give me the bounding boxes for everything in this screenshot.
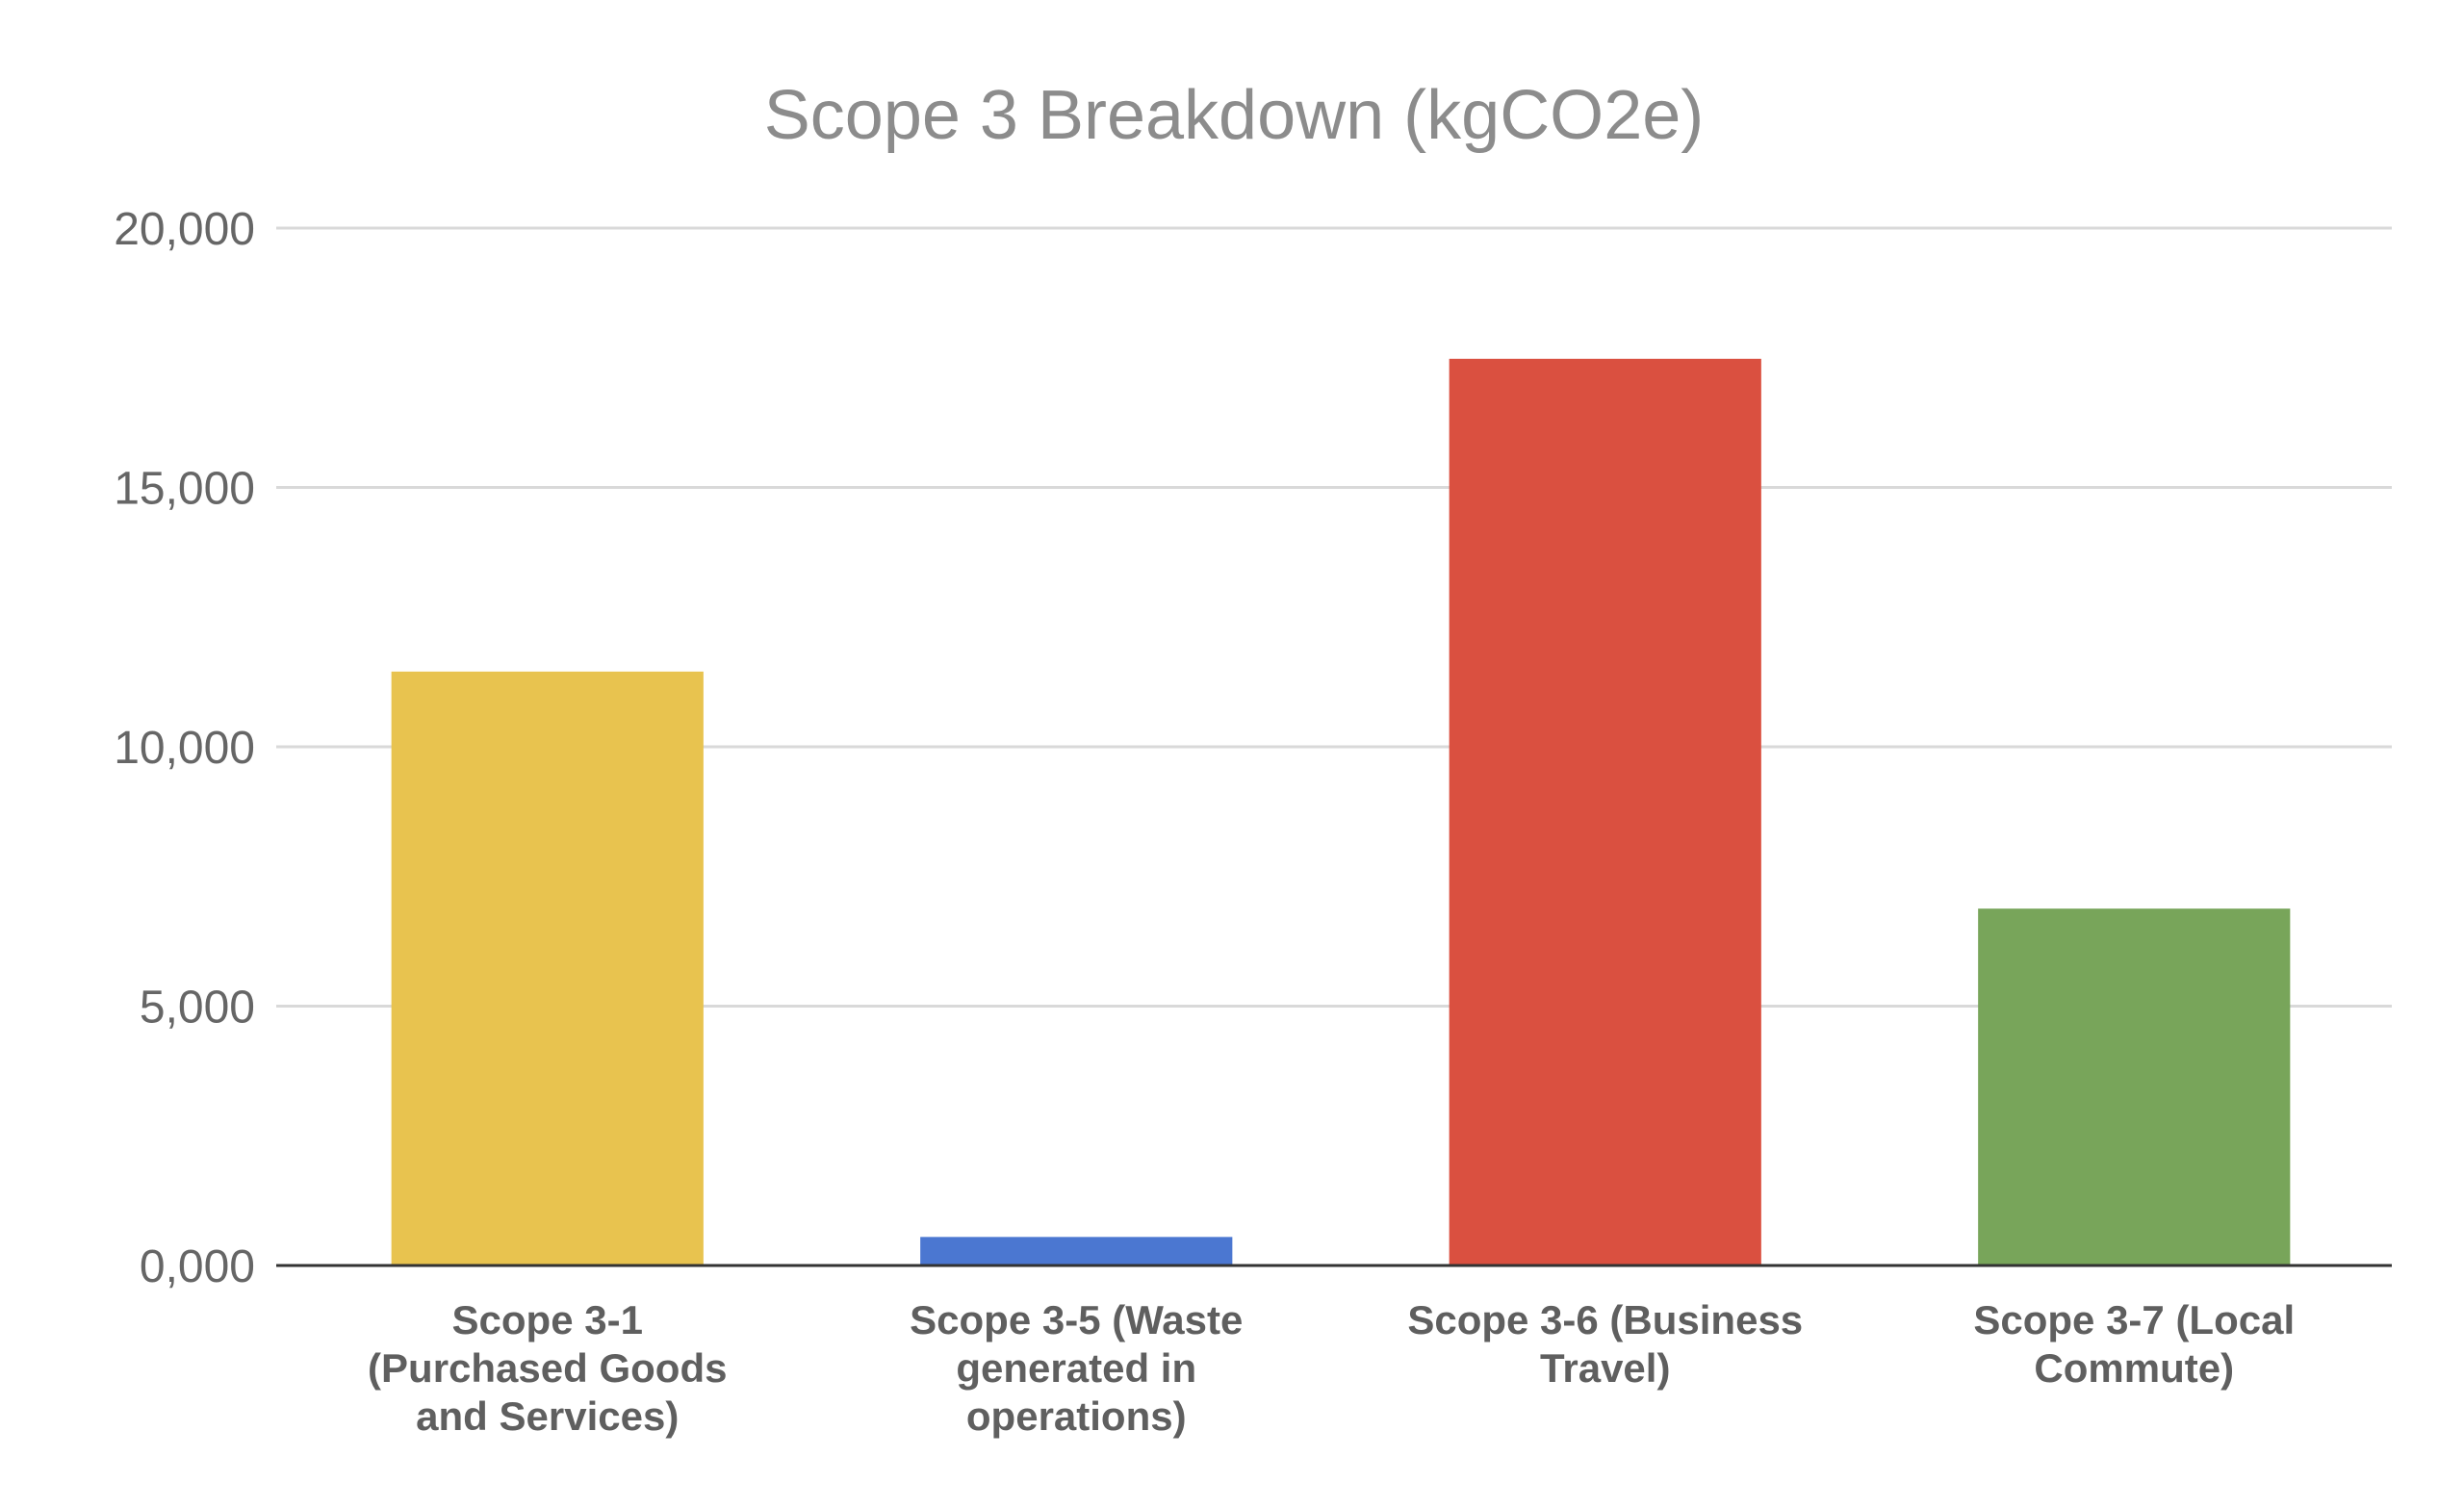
y-tick-label: 0,000 bbox=[140, 1241, 255, 1292]
x-category-label: Scope 3-5 (Waste generated in operations) bbox=[910, 1297, 1243, 1439]
x-axis-category-labels: Scope 3-1 (Purchased Goods and Services) Sc… bbox=[368, 1297, 2295, 1439]
y-tick-label: 15,000 bbox=[114, 464, 255, 515]
x-category-label: Scope 3-1 (Purchased Goods and Services) bbox=[368, 1297, 727, 1439]
x-category-label: Scope 3-7 (Local Commute) bbox=[1973, 1297, 2295, 1391]
y-axis-tick-labels: 0,000 5,000 10,000 15,000 20,000 bbox=[114, 204, 255, 1292]
chart-title: Scope 3 Breakdown (kgCO2e) bbox=[764, 77, 1705, 154]
x-category-label: Scope 3-6 (Business Travel) bbox=[1407, 1297, 1803, 1391]
bar bbox=[391, 671, 704, 1265]
bar bbox=[920, 1237, 1233, 1265]
bars bbox=[391, 358, 2291, 1265]
bar bbox=[1449, 358, 1761, 1265]
y-tick-label: 10,000 bbox=[114, 723, 255, 774]
y-tick-label: 20,000 bbox=[114, 204, 255, 255]
bar bbox=[1978, 908, 2291, 1265]
y-tick-label: 5,000 bbox=[140, 983, 255, 1034]
